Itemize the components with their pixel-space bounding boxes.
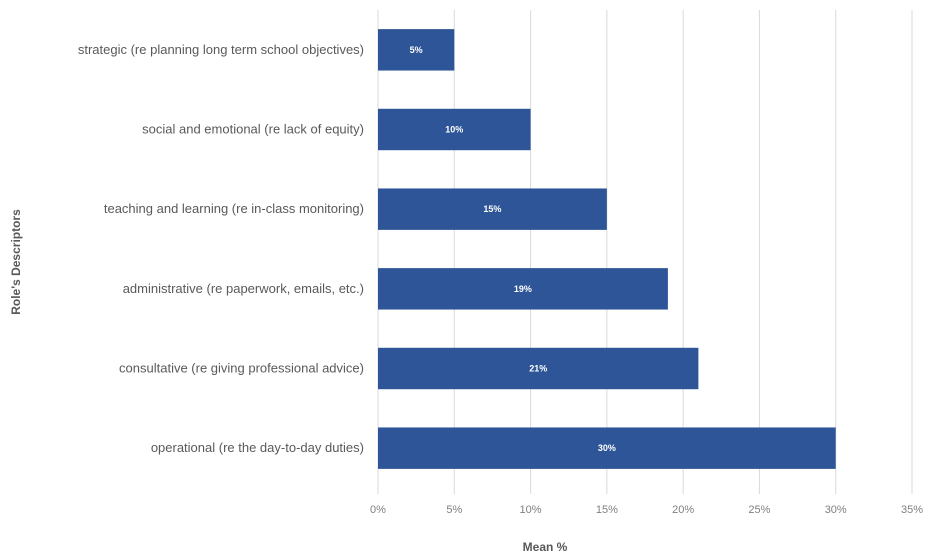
category-label: teaching and learning (re in-class monit… bbox=[104, 201, 364, 216]
x-tick-label: 35% bbox=[901, 504, 923, 516]
x-tick-label: 30% bbox=[825, 504, 847, 516]
x-tick-label: 25% bbox=[748, 504, 770, 516]
bar bbox=[378, 29, 455, 71]
category-label: strategic (re planning long term school … bbox=[78, 42, 364, 57]
category-label: operational (re the day-to-day duties) bbox=[151, 440, 364, 455]
y-axis-title: Role's Descriptors bbox=[9, 209, 23, 315]
bar bbox=[378, 108, 531, 151]
bar bbox=[378, 427, 836, 469]
gridlines bbox=[377, 10, 913, 494]
data-label: 30% bbox=[598, 443, 616, 453]
x-tick-label: 15% bbox=[596, 504, 618, 516]
labels: 0% 5% 10% 15% 20% 25% 30% 35% strategic (re plan… bbox=[78, 42, 923, 516]
data-label: 15% bbox=[483, 204, 501, 214]
data-label: 19% bbox=[514, 284, 532, 294]
data-label: 21% bbox=[529, 364, 547, 374]
bar bbox=[378, 268, 668, 310]
x-tick-label: 20% bbox=[672, 504, 694, 516]
data-label: 5% bbox=[410, 45, 423, 55]
x-tick-label: 5% bbox=[446, 504, 462, 516]
category-label: administrative (re paperwork, emails, et… bbox=[123, 281, 364, 296]
x-tick-label: 10% bbox=[520, 504, 542, 516]
bar bbox=[378, 188, 607, 230]
category-label: social and emotional (re lack of equity) bbox=[142, 122, 364, 137]
x-tick-label: 0% bbox=[370, 504, 386, 516]
bar bbox=[378, 347, 699, 390]
bars bbox=[378, 29, 836, 469]
category-label: consultative (re giving professional adv… bbox=[119, 361, 364, 376]
data-label: 10% bbox=[445, 125, 463, 135]
x-axis-title: Mean % bbox=[523, 540, 568, 554]
